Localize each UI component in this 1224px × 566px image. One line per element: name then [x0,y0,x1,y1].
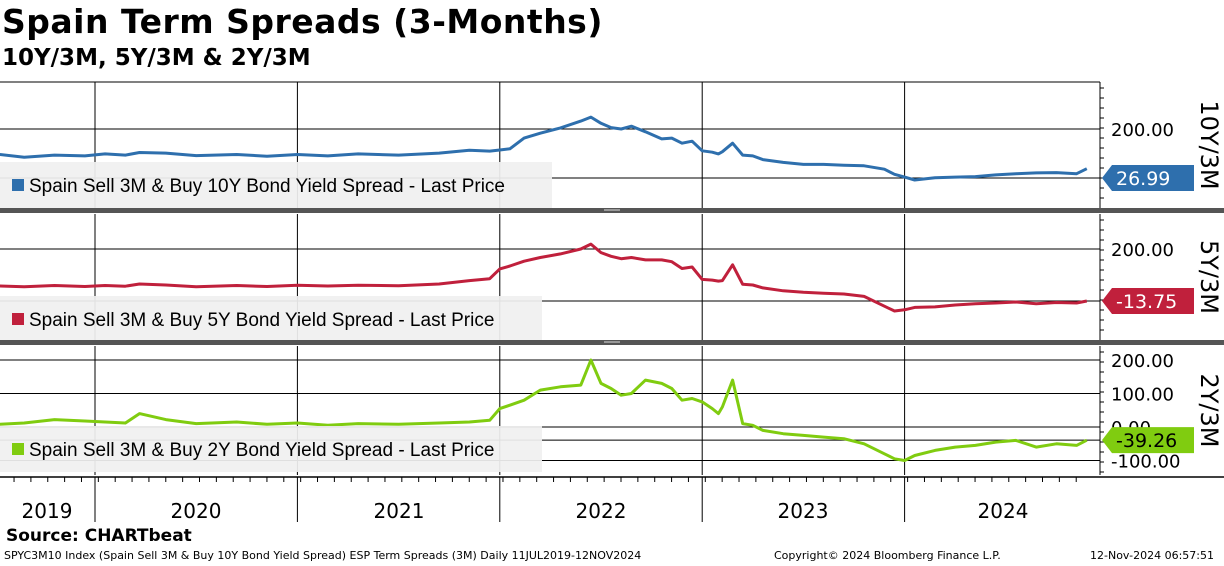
chart-subtitle: 10Y/3M, 5Y/3M & 2Y/3M [2,45,311,71]
legend-box [0,162,552,208]
legend-swatch [12,313,24,325]
legend-box [0,426,542,472]
source-label: Source: CHARTbeat [6,526,192,546]
footer-copyright: Copyright© 2024 Bloomberg Finance L.P. [774,549,1001,562]
footer-timestamp: 12-Nov-2024 06:57:51 [1090,549,1215,562]
last-value-badge [1102,165,1194,191]
legend-label: Spain Sell 3M & Buy 2Y Bond Yield Spread… [29,440,494,461]
last-value-badge [1102,288,1194,314]
x-tick-label: 2020 [171,499,222,523]
series-line [0,358,1088,462]
legend-box [0,296,542,342]
y-tick-label: 200.00 [1111,351,1174,372]
series-line [0,242,1088,313]
x-tick-label: 2021 [374,499,425,523]
y-tick-label: 100.00 [1111,385,1174,406]
legend-swatch [12,179,24,191]
x-tick-label: 2019 [22,499,73,523]
footer-description: SPYC3M10 Index (Spain Sell 3M & Buy 10Y … [4,549,642,562]
panel-axis-label: 5Y/3M [1195,240,1223,314]
last-value-label: -13.75 [1116,291,1177,313]
last-value-badge [1102,427,1194,454]
panel-10y-3m: 200.00 Spain Sell 3M & Buy 10Y Bond Yield… [0,82,1223,208]
x-tick-label: 2023 [778,499,829,523]
panel-5y-3m: 200.00 Spain Sell 3M & Buy 5Y Bond Yield … [0,214,1223,342]
y-tick-label: 200.00 [1111,120,1174,141]
series-line [0,115,1088,182]
legend-label: Spain Sell 3M & Buy 10Y Bond Yield Sprea… [29,176,505,197]
last-value-label: -39.26 [1116,430,1177,452]
last-value-label: 26.99 [1116,168,1170,190]
x-tick-label: 2024 [978,499,1029,523]
y-tick-label: -100.00 [1111,452,1180,473]
legend-swatch [12,443,24,455]
panel-axis-label: 10Y/3M [1195,100,1223,189]
chart-title: Spain Term Spreads (3-Months) [2,2,603,41]
y-tick-label: 200.00 [1111,240,1174,261]
legend-label: Spain Sell 3M & Buy 5Y Bond Yield Spread… [29,310,494,331]
x-tick-label: 2022 [576,499,627,523]
panel-axis-label: 2Y/3M [1195,374,1223,448]
